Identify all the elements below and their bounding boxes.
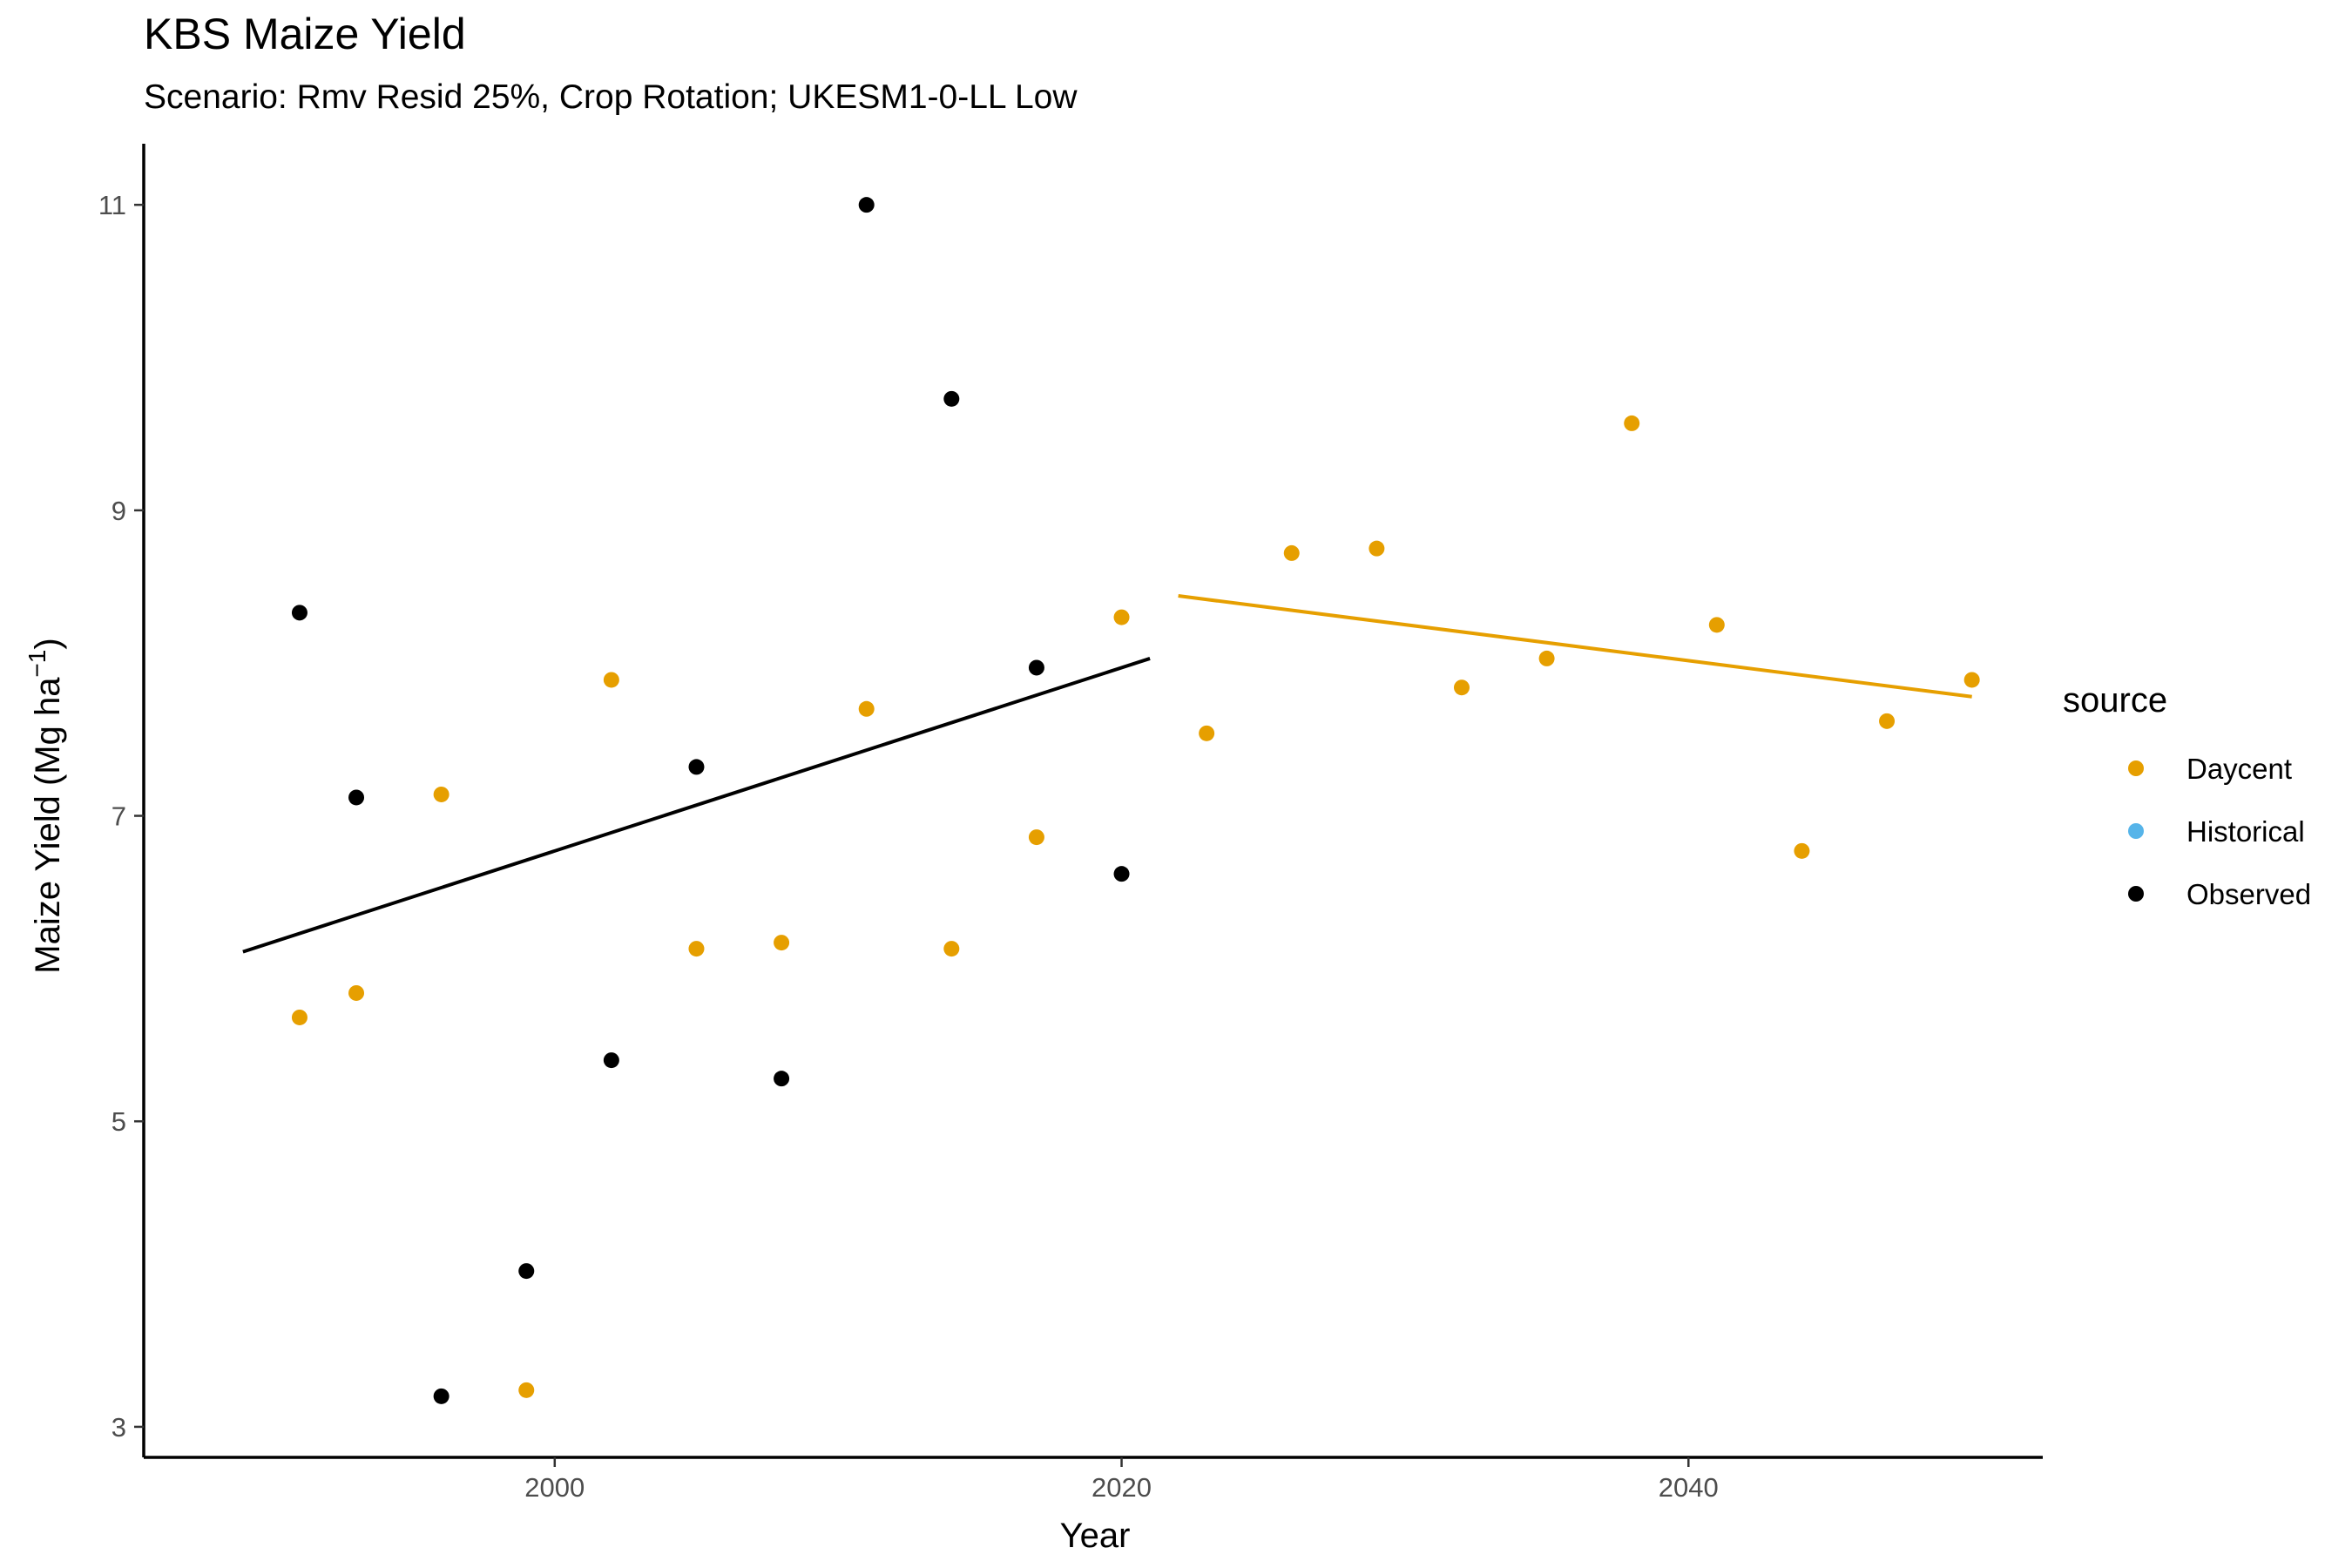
daycent-point <box>348 984 365 1001</box>
x-tick-label: 2040 <box>1659 1472 1719 1503</box>
observed-point <box>348 789 365 806</box>
observed-point <box>943 390 960 407</box>
daycent-point <box>1453 679 1470 696</box>
daycent-point <box>774 935 790 951</box>
y-tick-label: 9 <box>112 496 126 526</box>
legend: source Daycent Historical Observed <box>2063 681 2311 910</box>
daycent-point <box>1794 842 1810 859</box>
legend-key-daycent <box>2128 760 2144 776</box>
daycent-point <box>1283 544 1300 561</box>
legend-label-observed: Observed <box>2186 878 2311 910</box>
legend-label-daycent: Daycent <box>2186 753 2292 785</box>
observed-point <box>291 605 308 621</box>
axes: 3 5 7 9 11 2000 2020 2040 <box>98 144 2043 1503</box>
legend-label-historical: Historical <box>2186 815 2305 848</box>
observed-point <box>518 1263 535 1280</box>
y-axis-title-text: Maize Yield (Mg ha <box>29 677 67 974</box>
x-tick-label: 2000 <box>524 1472 585 1503</box>
legend-title: source <box>2063 681 2167 720</box>
daycent-point <box>943 941 960 957</box>
daycent-point <box>603 672 619 688</box>
daycent-point <box>1113 609 1130 625</box>
daycent-point <box>433 786 449 802</box>
trend-lines <box>242 594 1972 954</box>
daycent-point <box>291 1009 308 1025</box>
y-tick-label: 11 <box>98 190 126 220</box>
y-tick-label: 7 <box>112 801 126 832</box>
observed-point <box>774 1071 790 1087</box>
daycent-point <box>1708 617 1725 633</box>
observed-point <box>433 1388 449 1404</box>
legend-key-historical <box>2128 823 2144 839</box>
observed-point <box>1113 866 1130 882</box>
daycent-point <box>1028 829 1044 846</box>
daycent-point <box>1963 672 1980 688</box>
y-axis-title: Maize Yield (Mg ha−1) <box>24 638 67 973</box>
legend-key-observed <box>2128 886 2144 902</box>
observed-point <box>603 1052 619 1069</box>
x-tick-label: 2020 <box>1092 1472 1152 1503</box>
observed-point <box>858 197 875 213</box>
daycent-point <box>858 700 875 717</box>
daycent-trend-line <box>1178 594 1972 699</box>
observed-trend-line <box>242 657 1151 954</box>
daycent-point <box>1879 713 1896 729</box>
y-tick-label: 3 <box>112 1412 126 1443</box>
chart-subtitle: Scenario: Rmv Resid 25%, Crop Rotation; … <box>144 78 1078 116</box>
daycent-point <box>1624 415 1640 431</box>
y-axis-title-superscript: −1 <box>24 650 51 678</box>
daycent-point <box>1369 540 1385 557</box>
daycent-point <box>518 1382 535 1398</box>
daycent-point <box>688 941 705 957</box>
y-tick-label: 5 <box>112 1106 126 1137</box>
daycent-point <box>1538 650 1555 666</box>
chart-title: KBS Maize Yield <box>144 10 466 58</box>
x-axis-title: Year <box>1060 1517 1131 1555</box>
observed-point <box>1028 659 1044 676</box>
y-axis-title-close: ) <box>29 638 67 649</box>
observed-point <box>688 759 705 775</box>
data-points <box>291 197 1980 1404</box>
daycent-point <box>1199 725 1215 741</box>
